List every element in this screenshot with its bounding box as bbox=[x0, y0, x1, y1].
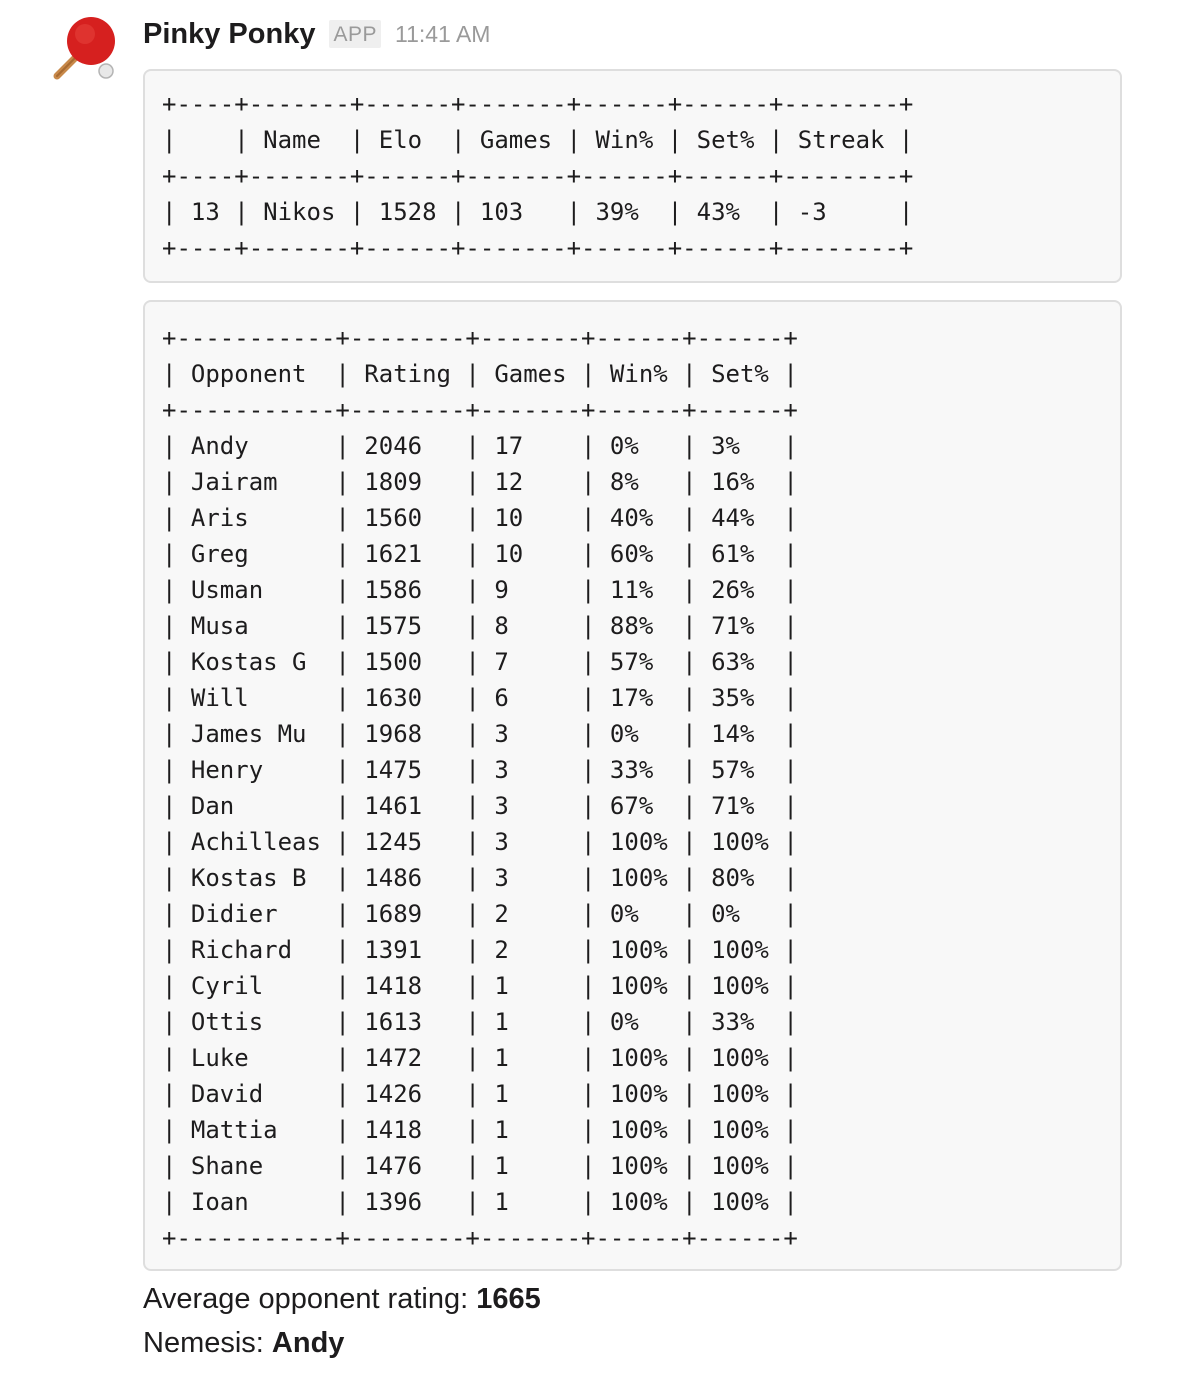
table-row: | Mattia | 1418 | 1 | 100% | 100% | bbox=[162, 1116, 798, 1144]
message-timestamp[interactable]: 11:41 AM bbox=[395, 20, 491, 47]
table-row: | Achilleas | 1245 | 3 | 100% | 100% | bbox=[162, 828, 798, 856]
table-row: | Jairam | 1809 | 12 | 8% | 16% | bbox=[162, 468, 798, 496]
table-border: +----+-------+------+-------+------+----… bbox=[162, 234, 914, 262]
nemesis-value: Andy bbox=[271, 1327, 345, 1359]
nemesis-label: Nemesis: bbox=[143, 1327, 272, 1359]
message-header: Pinky Ponky APP 11:41 AM bbox=[143, 14, 490, 54]
table-row: | Will | 1630 | 6 | 17% | 35% | bbox=[162, 684, 798, 712]
table-row: | Musa | 1575 | 8 | 88% | 71% | bbox=[162, 612, 798, 640]
table-header-row: | Opponent | Rating | Games | Win% | Set… bbox=[162, 360, 798, 388]
ping-pong-paddle-icon[interactable] bbox=[50, 12, 122, 84]
average-rating-value: 1665 bbox=[476, 1283, 541, 1315]
table-row: | Henry | 1475 | 3 | 33% | 57% | bbox=[162, 756, 798, 784]
table-row: | Greg | 1621 | 10 | 60% | 61% | bbox=[162, 540, 798, 568]
table-row: | Dan | 1461 | 3 | 67% | 71% | bbox=[162, 792, 798, 820]
table-row: | Ioan | 1396 | 1 | 100% | 100% | bbox=[162, 1188, 798, 1216]
table-row: | Usman | 1586 | 9 | 11% | 26% | bbox=[162, 576, 798, 604]
nemesis-line: Nemesis: Andy bbox=[143, 1327, 344, 1360]
table-header-row: | | Name | Elo | Games | Win% | Set% | S… bbox=[162, 126, 914, 154]
table-row: | James Mu | 1968 | 3 | 0% | 14% | bbox=[162, 720, 798, 748]
table-border: +----+-------+------+-------+------+----… bbox=[162, 90, 914, 118]
opponents-table: +-----------+--------+-------+------+---… bbox=[143, 300, 1122, 1271]
table-row: | Andy | 2046 | 17 | 0% | 3% | bbox=[162, 432, 798, 460]
table-row: | Kostas G | 1500 | 7 | 57% | 63% | bbox=[162, 648, 798, 676]
table-border: +----+-------+------+-------+------+----… bbox=[162, 162, 914, 190]
table-row: | Kostas B | 1486 | 3 | 100% | 80% | bbox=[162, 864, 798, 892]
table-row: | Didier | 1689 | 2 | 0% | 0% | bbox=[162, 900, 798, 928]
table-row: | Ottis | 1613 | 1 | 0% | 33% | bbox=[162, 1008, 798, 1036]
average-opponent-rating: Average opponent rating: 1665 bbox=[143, 1283, 541, 1316]
average-rating-label: Average opponent rating: bbox=[143, 1283, 477, 1315]
table-row: | Shane | 1476 | 1 | 100% | 100% | bbox=[162, 1152, 798, 1180]
table-border: +-----------+--------+-------+------+---… bbox=[162, 1224, 798, 1252]
table-border: +-----------+--------+-------+------+---… bbox=[162, 396, 798, 424]
table-row: | Richard | 1391 | 2 | 100% | 100% | bbox=[162, 936, 798, 964]
table-border: +-----------+--------+-------+------+---… bbox=[162, 324, 798, 352]
table-row: | Cyril | 1418 | 1 | 100% | 100% | bbox=[162, 972, 798, 1000]
app-badge: APP bbox=[329, 20, 381, 48]
table-row: | David | 1426 | 1 | 100% | 100% | bbox=[162, 1080, 798, 1108]
table-row: | Aris | 1560 | 10 | 40% | 44% | bbox=[162, 504, 798, 532]
table-row: | 13 | Nikos | 1528 | 103 | 39% | 43% | … bbox=[162, 198, 914, 226]
player-stats-table: +----+-------+------+-------+------+----… bbox=[143, 69, 1122, 283]
sender-name[interactable]: Pinky Ponky bbox=[143, 17, 316, 50]
table-row: | Luke | 1472 | 1 | 100% | 100% | bbox=[162, 1044, 798, 1072]
